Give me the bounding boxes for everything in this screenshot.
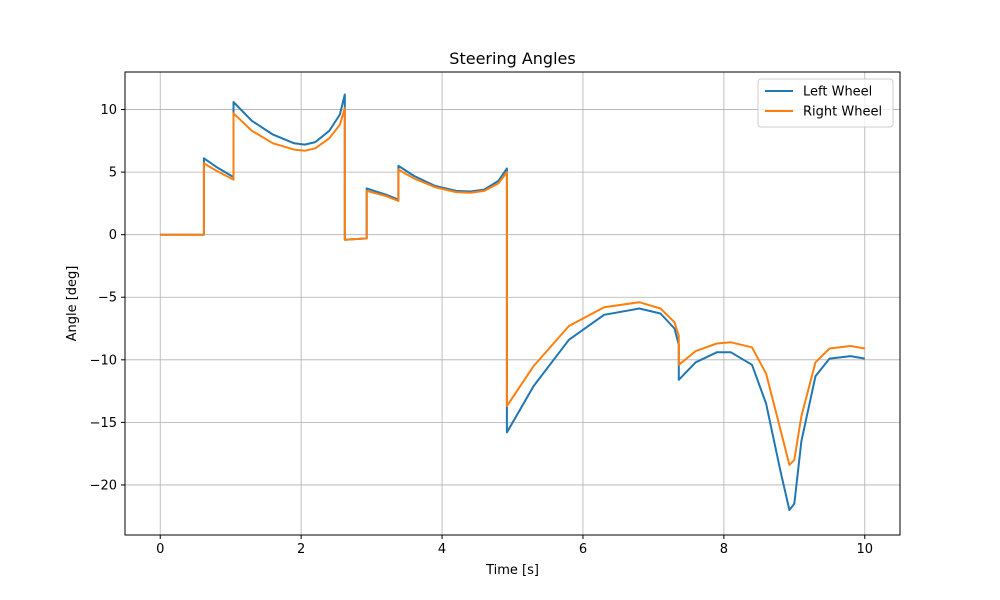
- ticks: 0 2 4 6 8 10 −20 −15 −10 −5 0 5 10: [90, 103, 873, 557]
- y-tick-label: 10: [100, 103, 117, 118]
- y-tick-label: −10: [90, 353, 117, 368]
- x-axis-label: Time [s]: [485, 563, 539, 578]
- chart-title: Steering Angles: [449, 49, 575, 68]
- grid: [125, 72, 900, 535]
- y-tick-label: −20: [90, 478, 117, 493]
- legend-label-left-wheel: Left Wheel: [803, 85, 872, 100]
- y-tick-label: −5: [98, 291, 117, 306]
- series-line-right-wheel: [160, 107, 865, 466]
- x-tick-label: 0: [156, 542, 164, 557]
- series-layer: [160, 93, 865, 511]
- x-tick-label: 8: [720, 542, 728, 557]
- x-tick-label: 2: [297, 542, 305, 557]
- y-tick-label: 5: [109, 166, 117, 181]
- series-line-left-wheel: [160, 93, 865, 511]
- y-tick-label: 0: [109, 228, 117, 243]
- plot-frame: [124, 71, 901, 536]
- x-tick-label: 4: [438, 542, 446, 557]
- x-tick-label: 10: [856, 542, 873, 557]
- y-axis-label: Angle [deg]: [65, 266, 80, 342]
- y-tick-label: −15: [90, 416, 117, 431]
- legend-label-right-wheel: Right Wheel: [803, 105, 882, 120]
- x-tick-label: 6: [579, 542, 587, 557]
- legend: Left Wheel Right Wheel: [757, 78, 894, 128]
